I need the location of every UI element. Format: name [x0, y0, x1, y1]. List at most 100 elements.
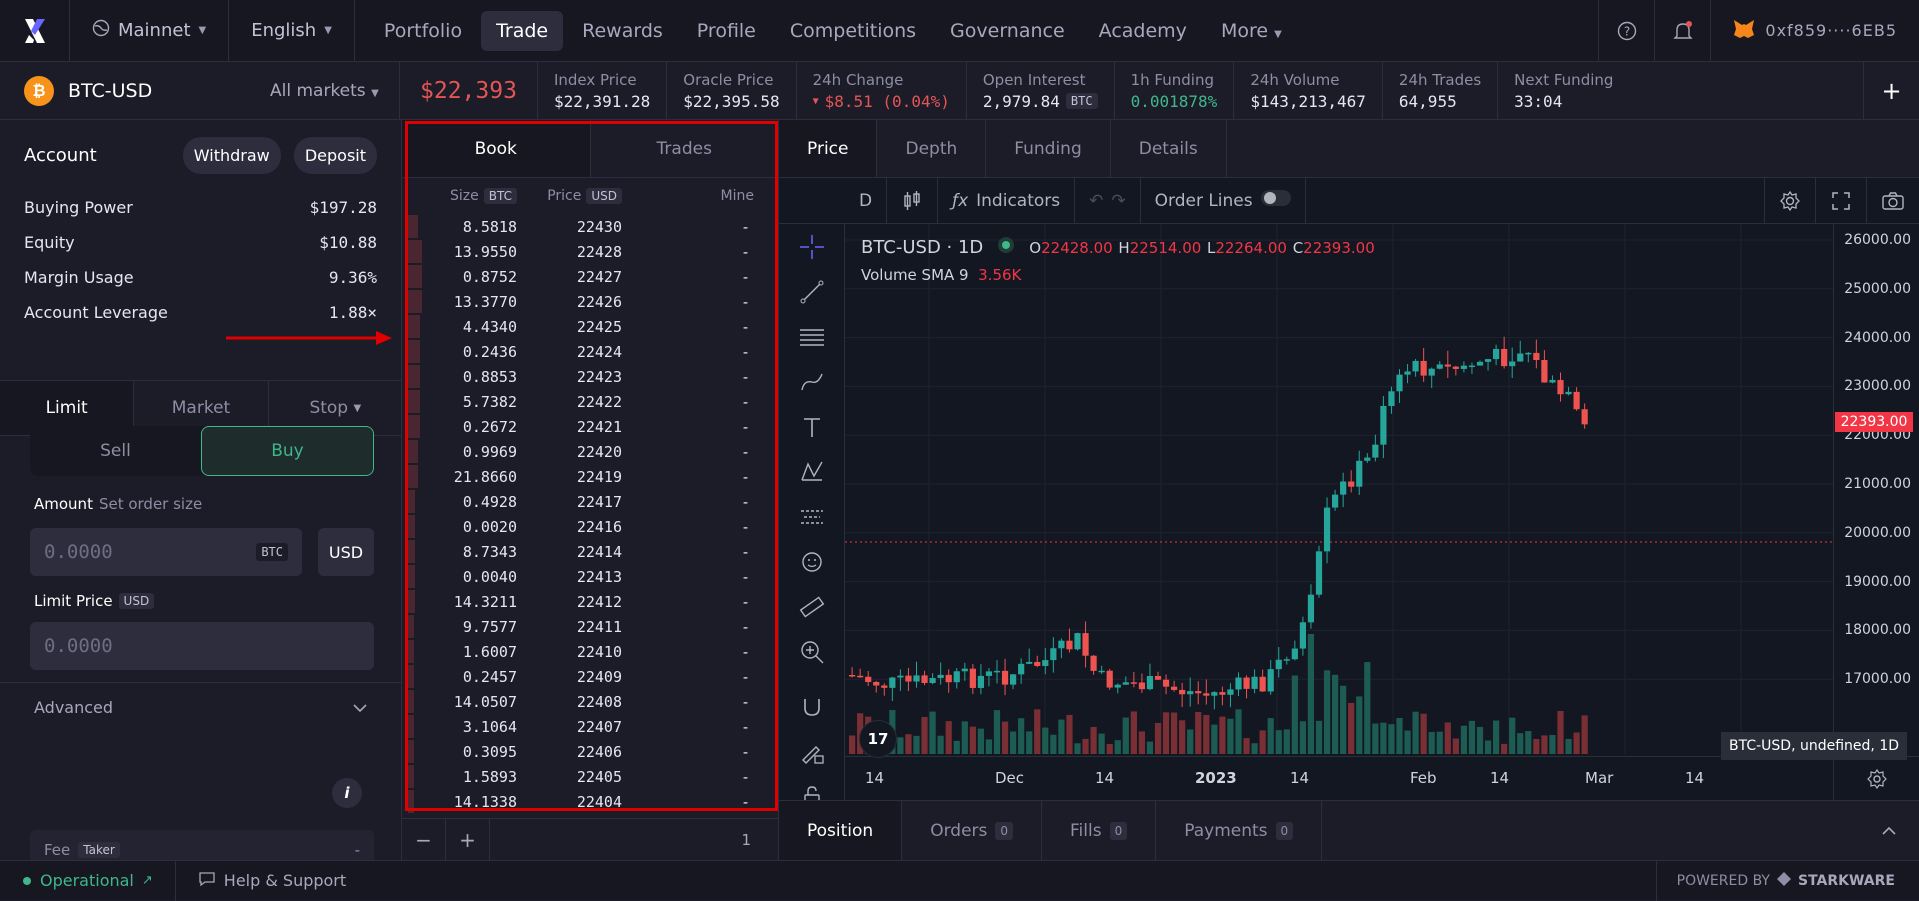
orderbook-row[interactable]: 0.4928 22417 -: [402, 489, 778, 514]
orderbook-row[interactable]: 14.0507 22408 -: [402, 689, 778, 714]
orderbook-row[interactable]: 1.6007 22410 -: [402, 639, 778, 664]
nav-link-rewards[interactable]: Rewards: [582, 19, 663, 42]
orderbook-row[interactable]: 1.5893 22405 -: [402, 764, 778, 789]
orderbook-row[interactable]: 0.3095 22406 -: [402, 739, 778, 764]
tab-orders[interactable]: Orders 0: [902, 801, 1043, 860]
zoom-in-icon[interactable]: [779, 629, 844, 674]
tab-payments[interactable]: Payments 0: [1156, 801, 1323, 860]
tab-stop[interactable]: Stop ▼: [269, 381, 402, 435]
orderbook-row[interactable]: 9.7577 22411 -: [402, 614, 778, 639]
row-size: 0.3095: [462, 742, 517, 761]
chevron-up-icon[interactable]: [1859, 801, 1919, 860]
dydx-logo[interactable]: [0, 0, 70, 62]
lock-drawing-icon[interactable]: [779, 729, 844, 774]
nav-link-trade[interactable]: Trade: [481, 10, 564, 51]
increase-grouping-button[interactable]: +: [446, 818, 490, 861]
orderbook-row[interactable]: 0.8853 22423 -: [402, 364, 778, 389]
volume-bar: [1581, 715, 1588, 754]
tab-book[interactable]: Book: [402, 120, 591, 178]
time-axis[interactable]: 14 Dec 14 2023 14 Feb 14 Mar 14: [845, 756, 1833, 800]
buy-button[interactable]: Buy: [201, 426, 374, 476]
indicators-button[interactable]: ƒx Indicators: [938, 177, 1076, 224]
language-selector[interactable]: English ▼: [229, 0, 355, 62]
ruler-icon[interactable]: [779, 584, 844, 629]
emoji-icon[interactable]: [779, 539, 844, 584]
tab-trades[interactable]: Trades: [590, 120, 778, 178]
withdraw-button[interactable]: Withdraw: [182, 136, 281, 174]
orderbook-row[interactable]: 0.2436 22424 -: [402, 339, 778, 364]
info-icon[interactable]: i: [332, 778, 362, 808]
market-selector[interactable]: ₿ BTC-USD All markets ▼: [0, 61, 400, 120]
nav-link-portfolio[interactable]: Portfolio: [383, 19, 463, 42]
high-label: H: [1118, 239, 1130, 257]
add-icon[interactable]: +: [1863, 61, 1919, 120]
operational-status[interactable]: Operational ↗: [0, 860, 176, 901]
undo-icon[interactable]: ↶: [1089, 190, 1104, 211]
orderbook-row[interactable]: 8.5818 22430 -: [402, 214, 778, 239]
nav-link-governance[interactable]: Governance: [950, 19, 1065, 42]
orderbook-row[interactable]: 3.1064 22407 -: [402, 714, 778, 739]
settings-gear-icon[interactable]: [1764, 177, 1816, 224]
nav-link-profile[interactable]: Profile: [696, 19, 756, 42]
interval-button[interactable]: D: [845, 177, 888, 224]
orderbook-row[interactable]: 0.2672 22421 -: [402, 414, 778, 439]
nav-link-more[interactable]: More ▼: [1206, 11, 1297, 51]
orderbook-row[interactable]: 0.8752 22427 -: [402, 264, 778, 289]
candlestick-chart[interactable]: [845, 224, 1833, 754]
amount-input[interactable]: 0.0000 BTC: [30, 528, 302, 576]
volume-bar: [1275, 730, 1282, 754]
help-icon[interactable]: ?: [1598, 0, 1654, 62]
row-price: 22412: [576, 592, 622, 611]
wallet-button[interactable]: 0xf859····6EB5: [1710, 0, 1919, 62]
axis-settings-icon[interactable]: [1833, 756, 1919, 800]
orderbook-row[interactable]: 0.0040 22413 -: [402, 564, 778, 589]
orderbook-row[interactable]: 5.7382 22422 -: [402, 389, 778, 414]
nav-link-competitions[interactable]: Competitions: [789, 19, 917, 42]
crosshair-icon[interactable]: [779, 224, 844, 269]
orderbook-row[interactable]: 8.7343 22414 -: [402, 539, 778, 564]
deposit-button[interactable]: Deposit: [293, 136, 377, 174]
network-selector[interactable]: Mainnet ▼: [70, 0, 230, 62]
tab-funding[interactable]: Funding: [986, 120, 1111, 177]
tab-fills[interactable]: Fills 0: [1042, 801, 1157, 860]
magnet-icon[interactable]: [779, 684, 844, 729]
usd-toggle-button[interactable]: USD: [318, 528, 374, 576]
fullscreen-icon[interactable]: [1816, 177, 1867, 224]
orderbook-row[interactable]: 4.4340 22425 -: [402, 314, 778, 339]
advanced-toggle[interactable]: Advanced: [0, 682, 402, 732]
horizontal-lines-icon[interactable]: [779, 314, 844, 359]
size-header-label: Size: [450, 188, 479, 204]
tradingview-logo[interactable]: 17: [859, 720, 897, 758]
decrease-grouping-button[interactable]: −: [402, 818, 446, 861]
price-axis[interactable]: 26000.00 25000.00 24000.00 23000.00 22000.00…: [1833, 224, 1919, 754]
text-tool-icon[interactable]: [779, 404, 844, 449]
pattern-icon[interactable]: [779, 449, 844, 494]
trend-line-icon[interactable]: [779, 269, 844, 314]
sell-button[interactable]: Sell: [100, 441, 131, 461]
measure-icon[interactable]: [779, 494, 844, 539]
candle-type-icon[interactable]: [887, 177, 939, 224]
orderbook-row[interactable]: 13.9550 22428 -: [402, 239, 778, 264]
tab-price[interactable]: Price: [779, 120, 878, 177]
help-support-link[interactable]: Help & Support: [176, 861, 368, 901]
brush-icon[interactable]: [779, 359, 844, 404]
tab-market[interactable]: Market: [134, 381, 269, 435]
order-lines-toggle[interactable]: Order Lines: [1141, 177, 1306, 224]
tab-depth[interactable]: Depth: [877, 120, 987, 177]
camera-icon[interactable]: [1867, 178, 1919, 224]
orderbook-row[interactable]: 0.0020 22416 -: [402, 514, 778, 539]
orderbook-row[interactable]: 0.9969 22420 -: [402, 439, 778, 464]
orderbook-row[interactable]: 14.1338 22404 -: [402, 789, 778, 814]
orderbook-row[interactable]: 21.8660 22419 -: [402, 464, 778, 489]
notification-bell-icon[interactable]: [1654, 0, 1710, 62]
orderbook-row[interactable]: 13.3770 22426 -: [402, 289, 778, 314]
all-markets-dropdown[interactable]: All markets ▼: [270, 81, 379, 101]
tab-position[interactable]: Position: [779, 801, 903, 860]
redo-icon[interactable]: ↷: [1111, 190, 1126, 211]
limit-price-input[interactable]: 0.0000: [30, 622, 374, 670]
volume-bar: [1187, 729, 1194, 754]
orderbook-row[interactable]: 0.2457 22409 -: [402, 664, 778, 689]
tab-details[interactable]: Details: [1111, 120, 1227, 177]
nav-link-academy[interactable]: Academy: [1098, 19, 1187, 42]
orderbook-row[interactable]: 14.3211 22412 -: [402, 589, 778, 614]
